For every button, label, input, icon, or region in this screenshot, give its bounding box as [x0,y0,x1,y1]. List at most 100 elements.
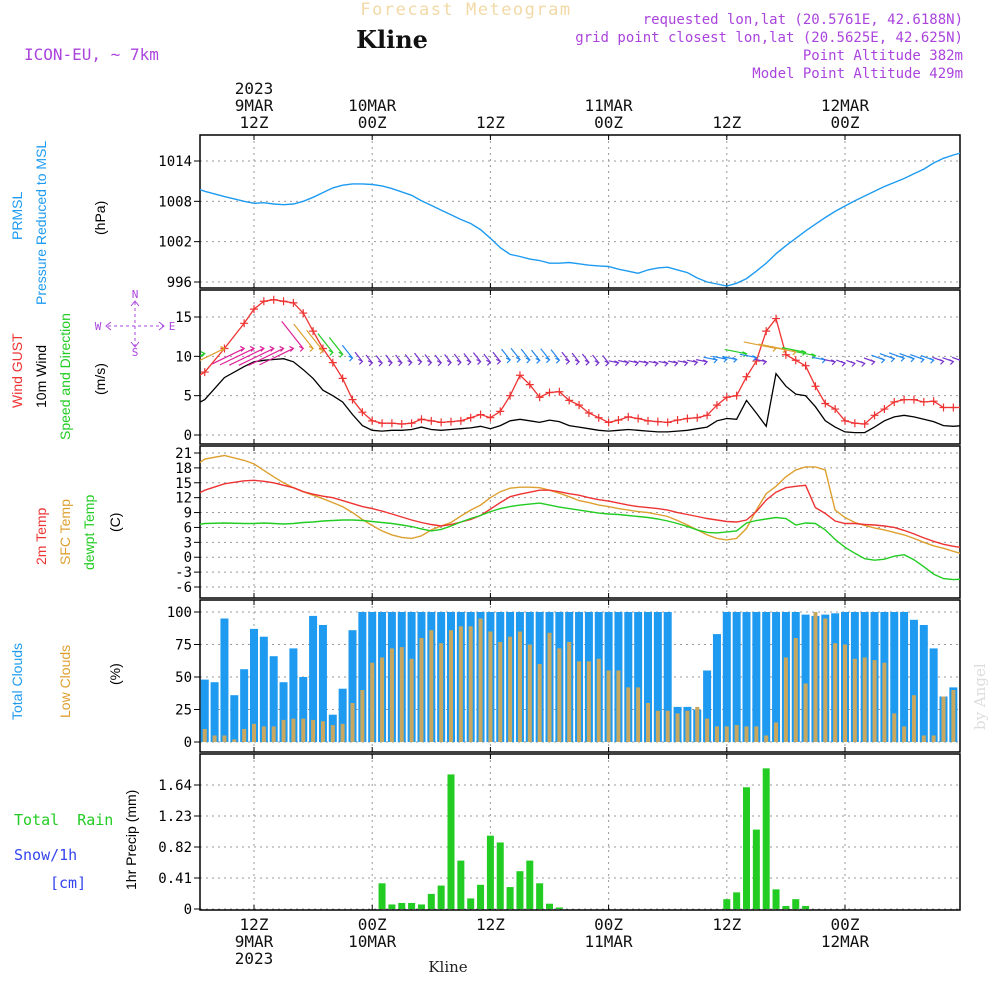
gust-marker [929,397,938,406]
wind-arrow-head [624,360,630,366]
gust-marker [722,393,731,402]
gust-marker [909,395,918,404]
top-time-label: 2023 [235,79,274,98]
low-clouds-label: Low Clouds [57,645,73,718]
temp-dewpt-label: dewpt Temp [81,495,97,570]
panel-1: 996 1002 1008 1014 [158,134,961,291]
wind-arrow [510,347,521,360]
y-tick-label: 1014 [158,154,192,170]
gust-marker [279,297,288,306]
wind-arrow-head [564,358,571,365]
low-cloud-bar [380,657,385,742]
total-cloud-bar [259,636,268,742]
gust-marker [663,418,672,427]
bottom-time-label: 9MAR [235,932,274,951]
low-cloud-bar [724,726,729,742]
low-cloud-bar [360,690,365,742]
total-cloud-bar [624,612,633,742]
gust-marker [683,414,692,423]
precip-bar [536,883,544,909]
gust-marker [604,418,613,427]
total-cloud-bar [250,628,258,742]
precip-axis-label: 1hr Precip (mm) [123,790,139,890]
low-cloud-bar [252,723,256,742]
total-clouds-label: Total Clouds [9,643,25,720]
precip-bar [427,893,435,909]
wind-arrow-head [298,345,305,352]
wind-arrow [501,348,511,361]
wind-arrow [404,354,413,363]
low-cloud-bar [774,722,779,742]
wind-arrow [962,357,973,361]
panel-frame [199,289,961,445]
total-cloud-bar [890,612,899,742]
low-cloud-bar [843,644,847,742]
low-cloud-bar [468,626,473,742]
prmsl-label: PRMSL [9,192,25,240]
low-cloud-bar [547,632,552,742]
low-cloud-bar [981,741,985,742]
low-cloud-bar [823,618,828,742]
gust-marker [486,413,495,422]
wind-direction-label: Speed and Direction [57,313,73,440]
total-cloud-bar [989,739,997,742]
y-tick-label: -3 [175,565,192,581]
wind-arrow-head [683,360,689,367]
wind-arrow-head [742,351,748,358]
total-cloud-bar [161,684,169,743]
wind-arrow-head [643,360,650,367]
total-cloud-bar [722,612,731,742]
wind-arrow [395,354,403,364]
panel-frame [199,599,961,753]
wind-line [200,358,960,434]
low-cloud-bar [754,726,759,742]
gust-marker [437,418,446,427]
wind-arrow-head [200,351,206,358]
wind-arrow [385,354,393,364]
top-time-label: 12Z [476,113,505,132]
gust-marker [299,309,308,318]
total-cloud-bar [663,612,672,742]
wind-arrow [281,321,304,349]
wind-arrow [531,349,541,361]
wind-arrow-head [407,360,413,366]
low-cloud-bar [872,660,877,742]
precip-bar [723,899,731,909]
low-cloud-bar [271,726,276,742]
panel-5: 0 0.41 0.82 1.23 1.64 [158,753,961,918]
gust-marker [644,416,652,425]
wind-arrow-head [692,359,699,366]
precip-bar [477,884,485,909]
wind-arrow [463,353,472,363]
precip-bar [506,887,514,909]
low-cloud-bar [311,719,316,742]
wind-arrow [781,347,806,353]
precip-bar [378,883,386,909]
wind-arrow-head [269,345,275,352]
chart-title: Forecast Meteogram [360,0,571,20]
wind-arrow [561,351,570,362]
low-cloud-bar [419,638,424,742]
low-cloud-bar [951,690,956,742]
precip-bar [408,902,416,909]
wind-arrow-head [446,360,453,366]
wind-arrow-head [348,355,354,362]
low-cloud-bar [685,710,690,742]
total-cloud-bar [220,618,229,742]
wind-arrow-head [663,360,669,367]
y-tick-label: 1.64 [158,778,192,794]
gust-marker [456,416,465,425]
gust-marker [860,419,869,428]
wind-arrow [571,352,580,363]
gust-marker [338,374,347,383]
wind-arrow-head [279,345,285,352]
y-tick-label: 5 [184,389,192,405]
wind-arrow [248,347,284,366]
bottom-time-label: 2023 [235,949,274,968]
precip-bar [792,899,800,909]
precip-bar [417,904,425,909]
temp-sfc-label: SFC Temp [57,499,73,565]
wind-arrow-head [387,360,393,367]
low-cloud-bar [803,683,808,742]
